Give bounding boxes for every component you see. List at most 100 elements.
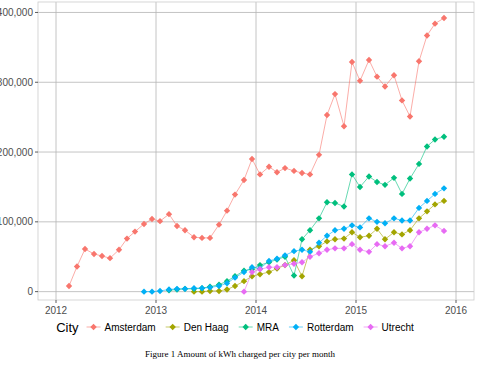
data-point bbox=[274, 256, 280, 262]
x-tick-label: 2014 bbox=[245, 305, 268, 316]
data-point bbox=[432, 201, 438, 207]
data-point bbox=[74, 263, 80, 269]
legend-entry: Den Haag bbox=[166, 322, 229, 333]
x-tick bbox=[56, 300, 57, 303]
data-point bbox=[341, 235, 347, 241]
data-point bbox=[416, 215, 422, 221]
data-point bbox=[249, 269, 255, 275]
background bbox=[0, 0, 480, 368]
data-point bbox=[174, 286, 180, 292]
data-point bbox=[391, 240, 397, 246]
data-point bbox=[191, 286, 197, 292]
x-grid-line bbox=[56, 2, 57, 300]
data-point bbox=[157, 288, 163, 294]
y-tick bbox=[35, 221, 38, 222]
data-point bbox=[441, 15, 447, 21]
data-point bbox=[132, 228, 138, 234]
data-point bbox=[141, 221, 147, 227]
data-point bbox=[216, 283, 222, 289]
data-point bbox=[416, 229, 422, 235]
data-point bbox=[299, 273, 305, 279]
legend-marker bbox=[242, 324, 248, 330]
data-point bbox=[166, 286, 172, 292]
data-point bbox=[332, 245, 338, 251]
data-point bbox=[166, 211, 172, 217]
data-point bbox=[416, 161, 422, 167]
data-point bbox=[224, 207, 230, 213]
data-point bbox=[432, 222, 438, 228]
legend-label: Utrecht bbox=[382, 322, 414, 333]
data-point bbox=[224, 286, 230, 292]
data-point bbox=[232, 274, 238, 280]
legend-label: Amsterdam bbox=[105, 322, 156, 333]
data-point bbox=[124, 235, 130, 241]
data-point bbox=[407, 217, 413, 223]
data-point bbox=[107, 255, 113, 261]
data-point bbox=[391, 215, 397, 221]
data-point bbox=[357, 224, 363, 230]
data-point bbox=[232, 191, 238, 197]
data-point bbox=[291, 248, 297, 254]
chart: 0100,000200,000300,000400,00020122013201… bbox=[0, 0, 480, 368]
data-point bbox=[99, 253, 105, 259]
data-point bbox=[316, 152, 322, 158]
data-point bbox=[349, 229, 355, 235]
data-point bbox=[374, 219, 380, 225]
data-point bbox=[441, 133, 447, 139]
data-point bbox=[332, 200, 338, 206]
data-point bbox=[349, 222, 355, 228]
data-point bbox=[274, 264, 280, 270]
data-point bbox=[341, 203, 347, 209]
data-point bbox=[266, 164, 272, 170]
data-point bbox=[274, 256, 280, 262]
data-point bbox=[174, 286, 180, 292]
data-point bbox=[424, 143, 430, 149]
data-point bbox=[316, 240, 322, 246]
data-point bbox=[266, 264, 272, 270]
y-tick bbox=[35, 291, 38, 292]
plot-panel bbox=[38, 2, 474, 300]
data-point bbox=[282, 252, 288, 258]
data-point bbox=[382, 243, 388, 249]
data-point bbox=[399, 231, 405, 237]
data-point bbox=[407, 243, 413, 249]
data-point bbox=[191, 234, 197, 240]
x-grid-line bbox=[256, 2, 257, 300]
data-point bbox=[324, 247, 330, 253]
x-grid-line bbox=[356, 2, 357, 300]
data-point bbox=[207, 284, 213, 290]
legend-label: Den Haag bbox=[184, 322, 229, 333]
data-point bbox=[307, 171, 313, 177]
data-point bbox=[391, 229, 397, 235]
data-point bbox=[299, 247, 305, 253]
data-point bbox=[291, 168, 297, 174]
data-point bbox=[399, 245, 405, 251]
data-point bbox=[332, 91, 338, 97]
data-point bbox=[324, 112, 330, 118]
legend-marker bbox=[90, 324, 96, 330]
data-point bbox=[282, 262, 288, 268]
data-point bbox=[207, 284, 213, 290]
legend-label: MRA bbox=[257, 322, 280, 333]
data-point bbox=[324, 199, 330, 205]
data-point bbox=[332, 227, 338, 233]
data-point bbox=[432, 136, 438, 142]
legend-title: City bbox=[56, 320, 79, 335]
data-point bbox=[391, 175, 397, 181]
data-point bbox=[366, 249, 372, 255]
data-point bbox=[374, 179, 380, 185]
data-point bbox=[182, 227, 188, 233]
data-point bbox=[357, 247, 363, 253]
data-point bbox=[149, 216, 155, 222]
y-tick-label: 300,000 bbox=[0, 77, 33, 88]
series-line bbox=[244, 225, 444, 291]
data-point bbox=[291, 261, 297, 267]
data-point bbox=[374, 241, 380, 247]
data-point bbox=[307, 254, 313, 260]
data-point bbox=[441, 185, 447, 191]
x-tick-label: 2016 bbox=[445, 305, 468, 316]
series-line bbox=[69, 18, 444, 286]
data-point bbox=[407, 175, 413, 181]
data-point bbox=[441, 228, 447, 234]
data-point bbox=[232, 283, 238, 289]
